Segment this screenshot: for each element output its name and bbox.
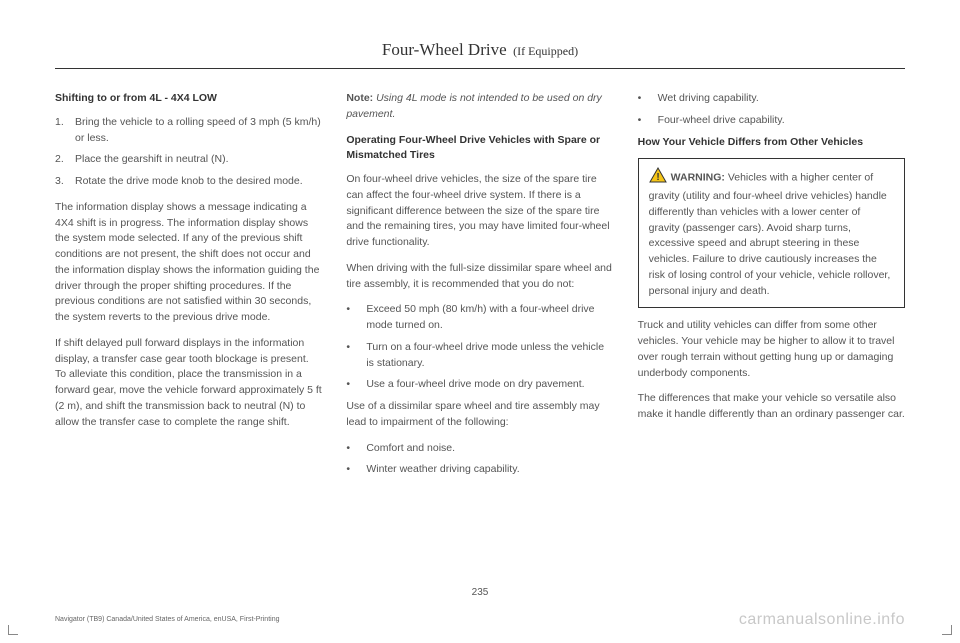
list-item: • Turn on a four-wheel drive mode unless…: [346, 340, 613, 372]
content-columns: Shifting to or from 4L - 4X4 LOW 1. Brin…: [55, 91, 905, 484]
warning-text: Vehicles with a higher center of gravity…: [649, 172, 891, 297]
bullet-icon: •: [346, 302, 366, 334]
bullet-icon: •: [346, 340, 366, 372]
list-item: • Winter weather driving capability.: [346, 462, 613, 478]
list-text: Exceed 50 mph (80 km/h) with a four-whee…: [366, 302, 613, 334]
list-text: Comfort and noise.: [366, 441, 455, 457]
svg-text:!: !: [656, 172, 659, 183]
list-number: 1.: [55, 115, 75, 147]
list-text: Rotate the drive mode knob to the desire…: [75, 174, 303, 190]
list-item: • Comfort and noise.: [346, 441, 613, 457]
note-label: Note:: [346, 92, 373, 104]
column-2: Note: Using 4L mode is not intended to b…: [346, 91, 613, 484]
bullet-icon: •: [638, 113, 658, 129]
col2-ul2: • Comfort and noise. • Winter weather dr…: [346, 441, 613, 479]
list-number: 2.: [55, 152, 75, 168]
crop-mark-br: [942, 625, 952, 635]
watermark: carmanualsonline.info: [739, 611, 905, 629]
page-header: Four-Wheel Drive (If Equipped): [55, 40, 905, 69]
list-text: Bring the vehicle to a rolling speed of …: [75, 115, 322, 147]
list-item: 1. Bring the vehicle to a rolling speed …: [55, 115, 322, 147]
page-number: 235: [472, 587, 489, 598]
col3-para-2: The differences that make your vehicle s…: [638, 391, 905, 423]
bullet-icon: •: [346, 441, 366, 457]
bullet-icon: •: [346, 462, 366, 478]
col1-para-2: If shift delayed pull forward displays i…: [55, 336, 322, 431]
list-text: Four-wheel drive capability.: [658, 113, 785, 129]
col2-heading: Operating Four-Wheel Drive Vehicles with…: [346, 133, 613, 165]
footer-left: Navigator (TB9) Canada/United States of …: [55, 616, 279, 623]
col1-para-1: The information display shows a message …: [55, 200, 322, 326]
list-text: Wet driving capability.: [658, 91, 759, 107]
crop-mark-bl: [8, 625, 18, 635]
list-item: • Wet driving capability.: [638, 91, 905, 107]
column-1: Shifting to or from 4L - 4X4 LOW 1. Brin…: [55, 91, 322, 484]
col2-note: Note: Using 4L mode is not intended to b…: [346, 91, 613, 123]
col2-ul1: • Exceed 50 mph (80 km/h) with a four-wh…: [346, 302, 613, 393]
col2-para-1: On four-wheel drive vehicles, the size o…: [346, 172, 613, 251]
col1-heading: Shifting to or from 4L - 4X4 LOW: [55, 91, 322, 107]
list-item: 3. Rotate the drive mode knob to the des…: [55, 174, 322, 190]
col2-para-3: Use of a dissimilar spare wheel and tire…: [346, 399, 613, 431]
col2-para-2: When driving with the full-size dissimil…: [346, 261, 613, 293]
list-item: 2. Place the gearshift in neutral (N).: [55, 152, 322, 168]
bullet-icon: •: [638, 91, 658, 107]
col3-para-1: Truck and utility vehicles can differ fr…: [638, 318, 905, 381]
list-item: • Exceed 50 mph (80 km/h) with a four-wh…: [346, 302, 613, 334]
col3-heading: How Your Vehicle Differs from Other Vehi…: [638, 135, 905, 151]
warning-box: ! WARNING: Vehicles with a higher center…: [638, 158, 905, 308]
list-number: 3.: [55, 174, 75, 190]
col3-ul1: • Wet driving capability. • Four-wheel d…: [638, 91, 905, 129]
list-text: Use a four-wheel drive mode on dry pavem…: [366, 377, 584, 393]
bullet-icon: •: [346, 377, 366, 393]
warning-label: WARNING:: [671, 172, 725, 184]
header-title: Four-Wheel Drive: [382, 40, 507, 59]
list-item: • Four-wheel drive capability.: [638, 113, 905, 129]
note-text: Using 4L mode is not intended to be used…: [346, 92, 601, 120]
warning-icon: !: [649, 167, 667, 189]
list-text: Place the gearshift in neutral (N).: [75, 152, 229, 168]
header-subtitle: (If Equipped): [513, 44, 578, 58]
column-3: • Wet driving capability. • Four-wheel d…: [638, 91, 905, 484]
col1-ordered-list: 1. Bring the vehicle to a rolling speed …: [55, 115, 322, 190]
list-text: Winter weather driving capability.: [366, 462, 519, 478]
list-item: • Use a four-wheel drive mode on dry pav…: [346, 377, 613, 393]
list-text: Turn on a four-wheel drive mode unless t…: [366, 340, 613, 372]
